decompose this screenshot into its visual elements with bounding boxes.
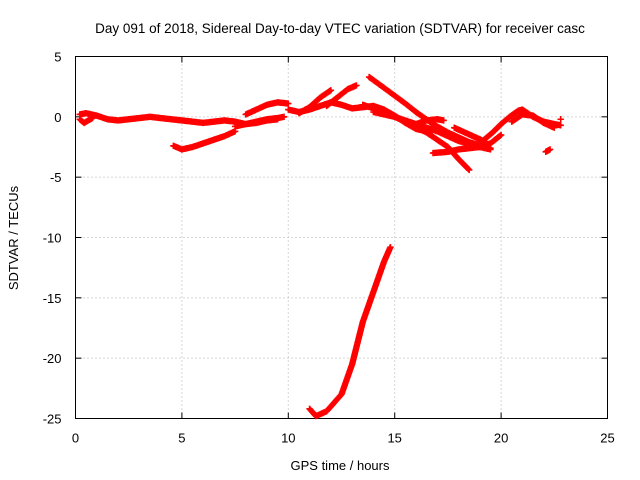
data-point: [89, 114, 96, 122]
data-point: [557, 116, 564, 123]
series-arc-low-2: [231, 116, 281, 130]
data-point: [285, 100, 292, 107]
series-arc-late-1: [480, 106, 564, 143]
y-tick-label: -15: [43, 291, 62, 306]
series-arc-low-1: [170, 128, 239, 153]
x-tick-label: 15: [387, 431, 401, 446]
series-arc-tail-2: [429, 131, 505, 157]
marks-layer: [76, 73, 564, 420]
series-arc-late-3: [557, 116, 564, 123]
data-point: [551, 124, 558, 131]
x-axis-label: GPS time / hours: [291, 458, 390, 473]
data-point: [487, 146, 494, 153]
chart-title: Day 091 of 2018, Sidereal Day-to-day VTE…: [95, 21, 585, 36]
grid-layer: [75, 56, 608, 419]
y-tick-label: -25: [43, 412, 62, 427]
x-tick-label: 0: [72, 431, 79, 446]
y-tick-label: -20: [43, 351, 62, 366]
data-point: [327, 87, 335, 94]
y-tick-label: -10: [43, 231, 62, 246]
data-point: [387, 243, 394, 251]
data-point: [353, 82, 360, 89]
data-point: [496, 132, 504, 139]
series-arc-late-2: [508, 111, 558, 131]
series-arc-rise-1: [295, 87, 335, 117]
y-tick-label: 0: [54, 110, 61, 125]
x-tick-label: 5: [178, 431, 185, 446]
series-arc-deep: [306, 243, 394, 420]
data-point: [274, 116, 281, 123]
y-axis-label: SDTVAR / TECUs: [6, 185, 21, 290]
y-tick-label: 5: [54, 50, 61, 65]
data-point: [557, 122, 564, 129]
data-point: [465, 165, 472, 173]
data-point: [497, 131, 505, 139]
x-tick-label: 25: [600, 431, 614, 446]
y-tick-label: -5: [50, 170, 62, 185]
series-arc-start-short: [76, 114, 96, 127]
ticks-layer: 0 5 10 15 20 25 5 0 -5 -10 -15 -20 -25: [43, 50, 615, 446]
series-arc-mid-1: [242, 99, 292, 118]
x-tick-label: 10: [281, 431, 295, 446]
data-point: [280, 113, 288, 121]
data-point: [465, 166, 473, 174]
data-point: [440, 117, 447, 124]
series-arc-rise-2: [323, 82, 360, 110]
series-arc-tail-1: [412, 116, 447, 128]
series-arc-late-4: [542, 146, 554, 156]
plot-frame: [75, 56, 608, 419]
x-tick-label: 20: [494, 431, 508, 446]
data-point: [546, 146, 554, 153]
